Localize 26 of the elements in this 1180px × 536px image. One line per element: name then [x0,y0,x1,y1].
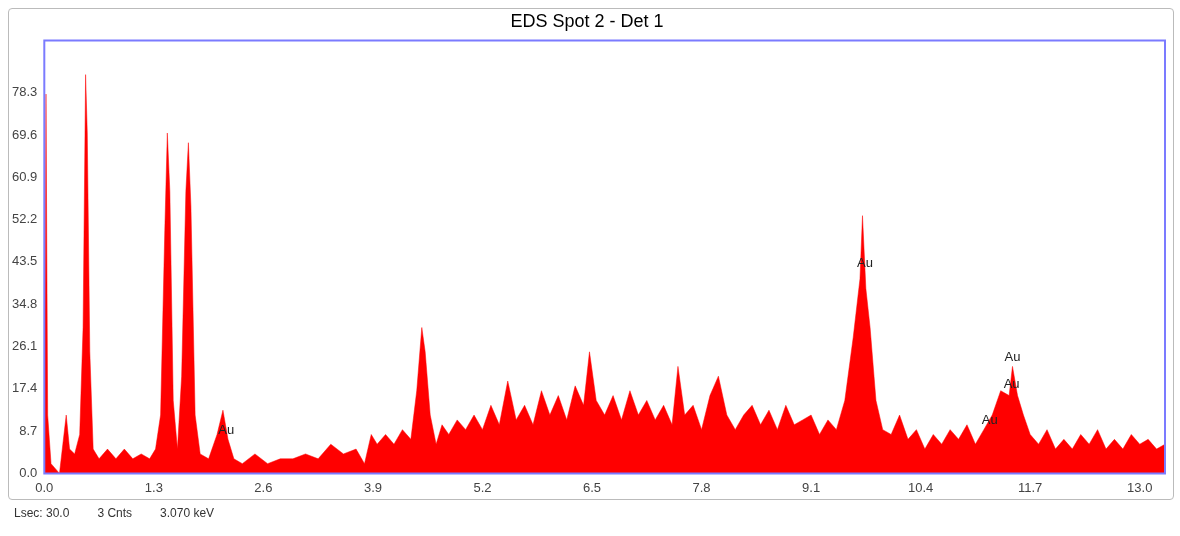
x-tick-label: 6.5 [582,479,602,495]
x-tick-label: 7.8 [692,479,711,495]
y-tick-label: 0.0 [19,464,38,480]
y-tick-label: 8.7 [19,422,38,438]
text: Lsec: 30.0 [14,506,70,520]
x-tick-label: 3.9 [363,479,382,495]
y-tick-label: 34.8 [11,295,38,311]
y-tick-label: 78.3 [11,84,38,100]
x-tick-label: 13.0 [1127,479,1153,495]
y-tick-label: 26.1 [11,338,38,354]
x-tick-label: 1.3 [144,479,163,495]
annotation: Au [1004,349,1021,365]
x-tick-label: 5.2 [473,479,492,495]
x-tick-label: 10.4 [907,479,934,495]
y-tick-label: 52.2 [11,211,38,227]
y-tick-label: 43.5 [11,253,38,269]
y-tick-label: 69.6 [11,126,38,142]
x-tick-label: 9.1 [802,479,821,495]
text: 3.070 keV [160,506,215,520]
x-tick-label: 2.6 [254,479,273,495]
x-tick-label: 11.7 [1018,479,1043,495]
chart-title: EDS Spot 2 - Det 1 [510,10,664,31]
y-tick-label: 60.9 [11,168,38,184]
x-tick-label: 0.0 [35,479,54,495]
y-tick-label: 17.4 [11,380,38,396]
text: 3 Cnts [97,506,133,520]
